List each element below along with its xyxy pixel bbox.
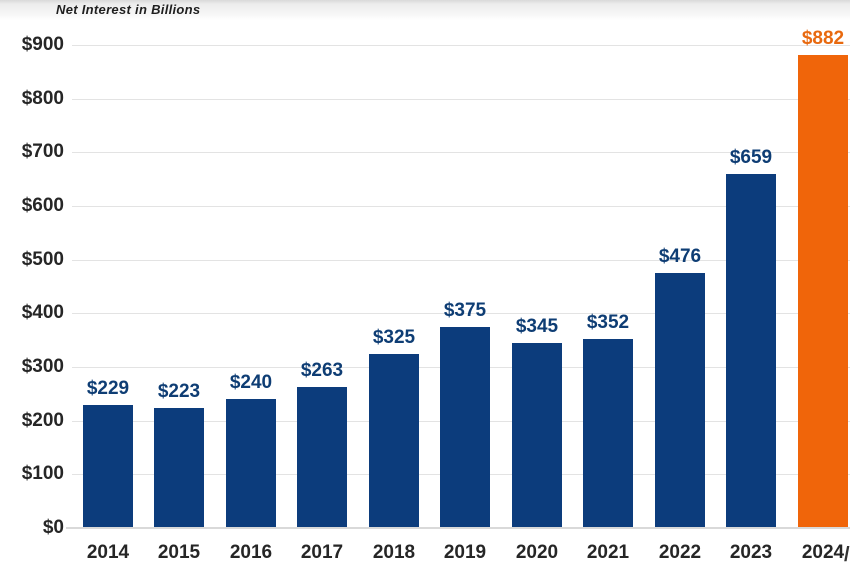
bar-2018 [369, 354, 419, 528]
x-tick-label-2014: 2014 [86, 542, 130, 563]
value-label-2016: $240 [229, 372, 273, 393]
bar-2023 [726, 174, 776, 528]
chart-title: Net Interest in Billions [56, 2, 201, 17]
value-label-2014: $229 [86, 378, 130, 399]
clipped-slash-glyph: / [844, 544, 850, 566]
x-tick-label-2019: 2019 [443, 542, 487, 563]
x-tick-label-2020: 2020 [515, 542, 559, 563]
gridline-800 [72, 99, 850, 100]
bar-2016 [226, 399, 276, 528]
bar-2015 [154, 408, 204, 528]
value-label-2020: $345 [515, 316, 559, 337]
bar-2021 [583, 339, 633, 528]
x-tick-label-2018: 2018 [372, 542, 416, 563]
y-tick-label-500: $500 [21, 249, 64, 270]
gridline-900 [72, 45, 850, 46]
y-tick-label-200: $200 [21, 410, 64, 431]
x-tick-label-2021: 2021 [586, 542, 630, 563]
bar-2020 [512, 343, 562, 528]
y-tick-label-100: $100 [21, 463, 64, 484]
value-label-2023: $659 [729, 147, 773, 168]
x-tick-label-2023: 2023 [729, 542, 773, 563]
y-tick-label-800: $800 [21, 88, 64, 109]
x-tick-label-2016: 2016 [229, 542, 273, 563]
y-tick-label-900: $900 [21, 34, 64, 55]
gridline-400 [72, 313, 850, 314]
window-top-edge [0, 0, 850, 20]
gridline-700 [72, 152, 850, 153]
y-tick-label-600: $600 [21, 195, 64, 216]
y-tick-label-0: $0 [42, 517, 64, 538]
value-label-2018: $325 [372, 327, 416, 348]
x-tick-label-2022: 2022 [658, 542, 702, 563]
value-label-2019: $375 [443, 300, 487, 321]
y-tick-label-300: $300 [21, 356, 64, 377]
x-tick-label-2017: 2017 [300, 542, 344, 563]
value-label-2024: $882 [801, 28, 845, 49]
value-label-2017: $263 [300, 360, 344, 381]
gridline-600 [72, 206, 850, 207]
bar-2024 [798, 55, 848, 528]
value-label-2022: $476 [658, 246, 702, 267]
bar-2019 [440, 327, 490, 528]
bar-2017 [297, 387, 347, 528]
gridline-500 [72, 260, 850, 261]
y-tick-label-700: $700 [21, 141, 64, 162]
value-label-2021: $352 [586, 312, 630, 333]
value-label-2015: $223 [157, 381, 201, 402]
x-axis-line [66, 527, 850, 529]
x-tick-label-2024: 2024 [801, 542, 845, 563]
bar-2022 [655, 273, 705, 528]
y-tick-label-400: $400 [21, 302, 64, 323]
bar-2014 [83, 405, 133, 528]
x-tick-label-2015: 2015 [157, 542, 201, 563]
